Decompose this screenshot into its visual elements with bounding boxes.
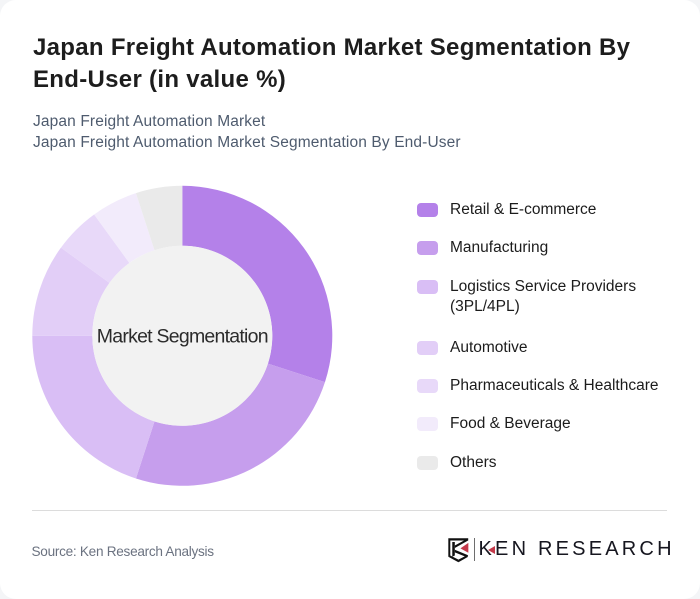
svg-text:Market Segmentation: Market Segmentation: [97, 326, 268, 348]
